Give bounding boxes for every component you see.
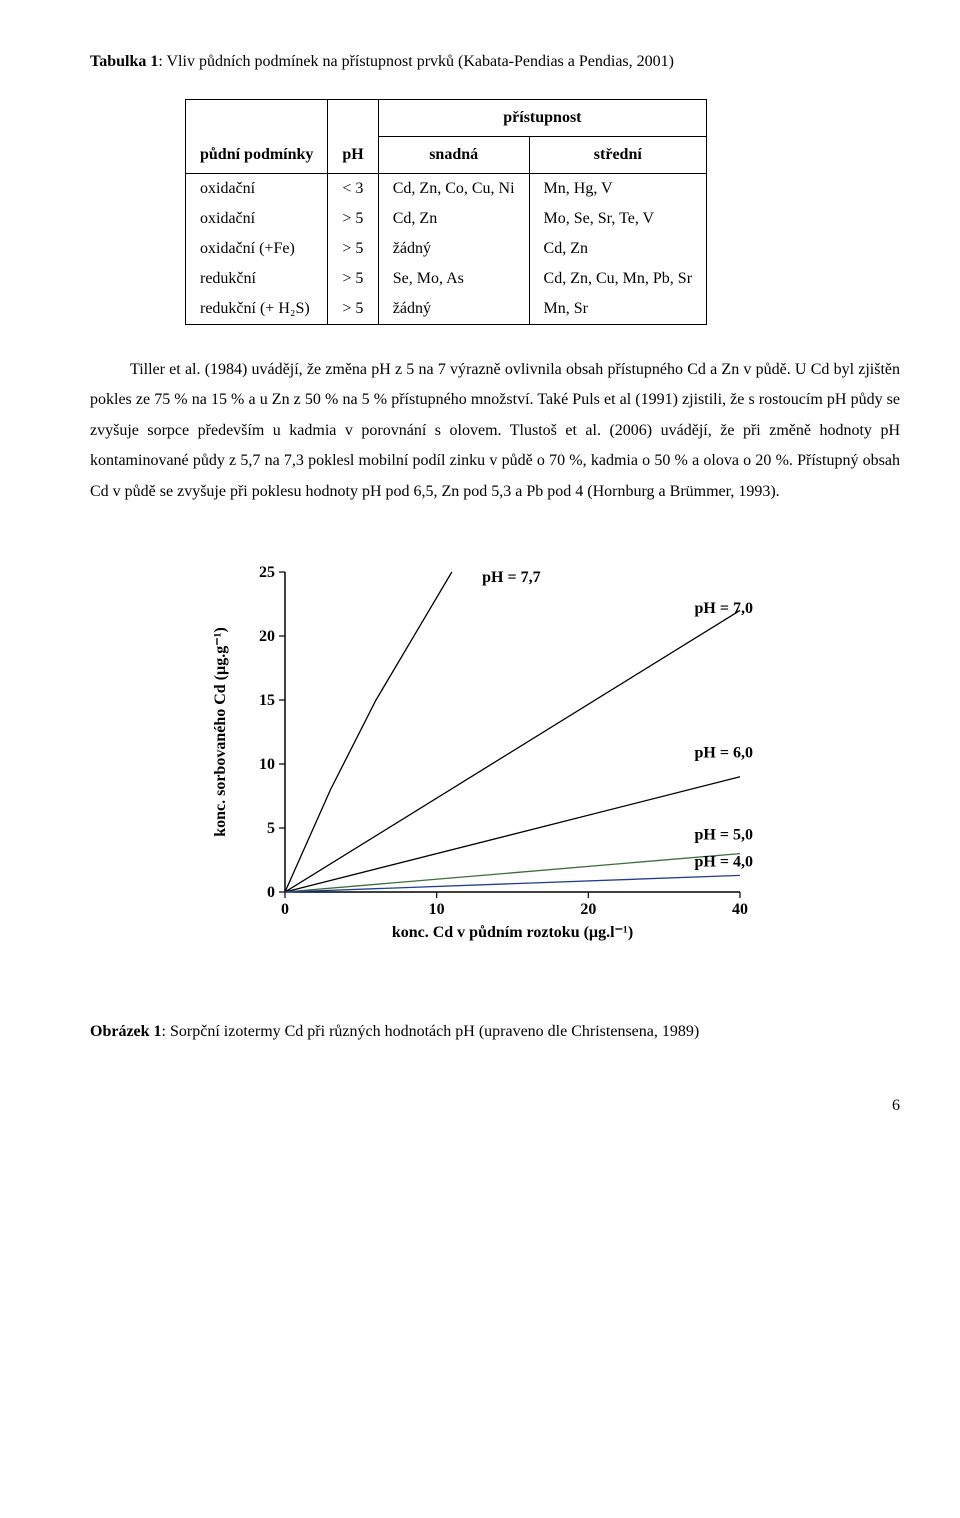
table-row: oxidační > 5 Cd, Zn Mo, Se, Sr, Te, V xyxy=(186,204,707,234)
table-title-label: Tabulka 1 xyxy=(90,53,158,70)
table-title-rest: : Vliv půdních podmínek na přístupnost p… xyxy=(158,53,674,70)
th-col1: půdní podmínky xyxy=(186,137,328,174)
cell-ph: < 3 xyxy=(328,174,378,205)
svg-text:15: 15 xyxy=(259,692,275,709)
table-row: redukční (+ H₂S) > 5 žádný Mn, Sr xyxy=(186,294,707,325)
cell-med: Cd, Zn, Cu, Mn, Pb, Sr xyxy=(529,264,706,294)
table-row: redukční > 5 Se, Mo, As Cd, Zn, Cu, Mn, … xyxy=(186,264,707,294)
svg-text:pH = 6,0: pH = 6,0 xyxy=(695,745,753,762)
cell-med: Mn, Sr xyxy=(529,294,706,325)
cell-easy: Se, Mo, As xyxy=(378,264,529,294)
table-row: oxidační < 3 Cd, Zn, Co, Cu, Ni Mn, Hg, … xyxy=(186,174,707,205)
svg-text:pH = 4,0: pH = 4,0 xyxy=(695,853,753,870)
table-title: Tabulka 1: Vliv půdních podmínek na přís… xyxy=(90,50,900,74)
cell-med: Cd, Zn xyxy=(529,234,706,264)
cell-cond: oxidační (+Fe) xyxy=(186,234,328,264)
body-paragraph: Tiller et al. (1984) uvádějí, že změna p… xyxy=(90,355,900,507)
cell-cond: oxidační xyxy=(186,204,328,234)
svg-text:25: 25 xyxy=(259,564,275,581)
cell-cond: redukční xyxy=(186,264,328,294)
cell-easy: žádný xyxy=(378,234,529,264)
cell-cond: redukční (+ H₂S) xyxy=(186,294,328,325)
svg-text:40: 40 xyxy=(732,901,748,918)
cell-easy: žádný xyxy=(378,294,529,325)
cell-med: Mn, Hg, V xyxy=(529,174,706,205)
cell-easy: Cd, Zn xyxy=(378,204,529,234)
svg-text:10: 10 xyxy=(429,901,445,918)
th-empty xyxy=(186,100,328,137)
th-empty2 xyxy=(328,100,378,137)
svg-text:konc. sorbovaného Cd (µg.g⁻¹): konc. sorbovaného Cd (µg.g⁻¹) xyxy=(212,627,229,837)
cell-ph: > 5 xyxy=(328,204,378,234)
figure-caption-label: Obrázek 1 xyxy=(90,1023,162,1040)
cell-cond: oxidační xyxy=(186,174,328,205)
sorption-chart-svg: 0 5 10 15 20 25 0 10 20 40 pH = 7,7 pH = 7,0 pH = 6,… xyxy=(200,552,760,952)
figure-1-chart: 0 5 10 15 20 25 0 10 20 40 pH = 7,7 pH = 7,0 pH = 6,… xyxy=(200,552,900,960)
th-group: přístupnost xyxy=(378,100,706,137)
svg-text:konc. Cd v půdním roztoku (µg: konc. Cd v půdním roztoku (µg.l⁻¹) xyxy=(392,924,633,941)
svg-text:20: 20 xyxy=(259,628,275,645)
table-row: oxidační (+Fe) > 5 žádný Cd, Zn xyxy=(186,234,707,264)
cell-ph: > 5 xyxy=(328,294,378,325)
table-1: přístupnost půdní podmínky pH snadná stř… xyxy=(185,99,900,325)
cell-easy: Cd, Zn, Co, Cu, Ni xyxy=(378,174,529,205)
page-number: 6 xyxy=(90,1094,900,1118)
svg-text:pH = 7,7: pH = 7,7 xyxy=(482,569,540,586)
cell-med: Mo, Se, Sr, Te, V xyxy=(529,204,706,234)
svg-text:20: 20 xyxy=(580,901,596,918)
th-col3: snadná xyxy=(378,137,529,174)
svg-text:0: 0 xyxy=(267,884,275,901)
cell-ph: > 5 xyxy=(328,234,378,264)
cell-ph: > 5 xyxy=(328,264,378,294)
svg-text:0: 0 xyxy=(281,901,289,918)
svg-text:10: 10 xyxy=(259,756,275,773)
svg-text:5: 5 xyxy=(267,820,275,837)
figure-caption-rest: : Sorpční izotermy Cd při různých hodnot… xyxy=(162,1023,700,1040)
svg-text:pH = 7,0: pH = 7,0 xyxy=(695,600,753,617)
th-col4: střední xyxy=(529,137,706,174)
figure-caption: Obrázek 1: Sorpční izotermy Cd při různý… xyxy=(90,1020,900,1044)
svg-text:pH = 5,0: pH = 5,0 xyxy=(695,826,753,843)
table: přístupnost půdní podmínky pH snadná stř… xyxy=(185,99,707,325)
th-col2: pH xyxy=(328,137,378,174)
